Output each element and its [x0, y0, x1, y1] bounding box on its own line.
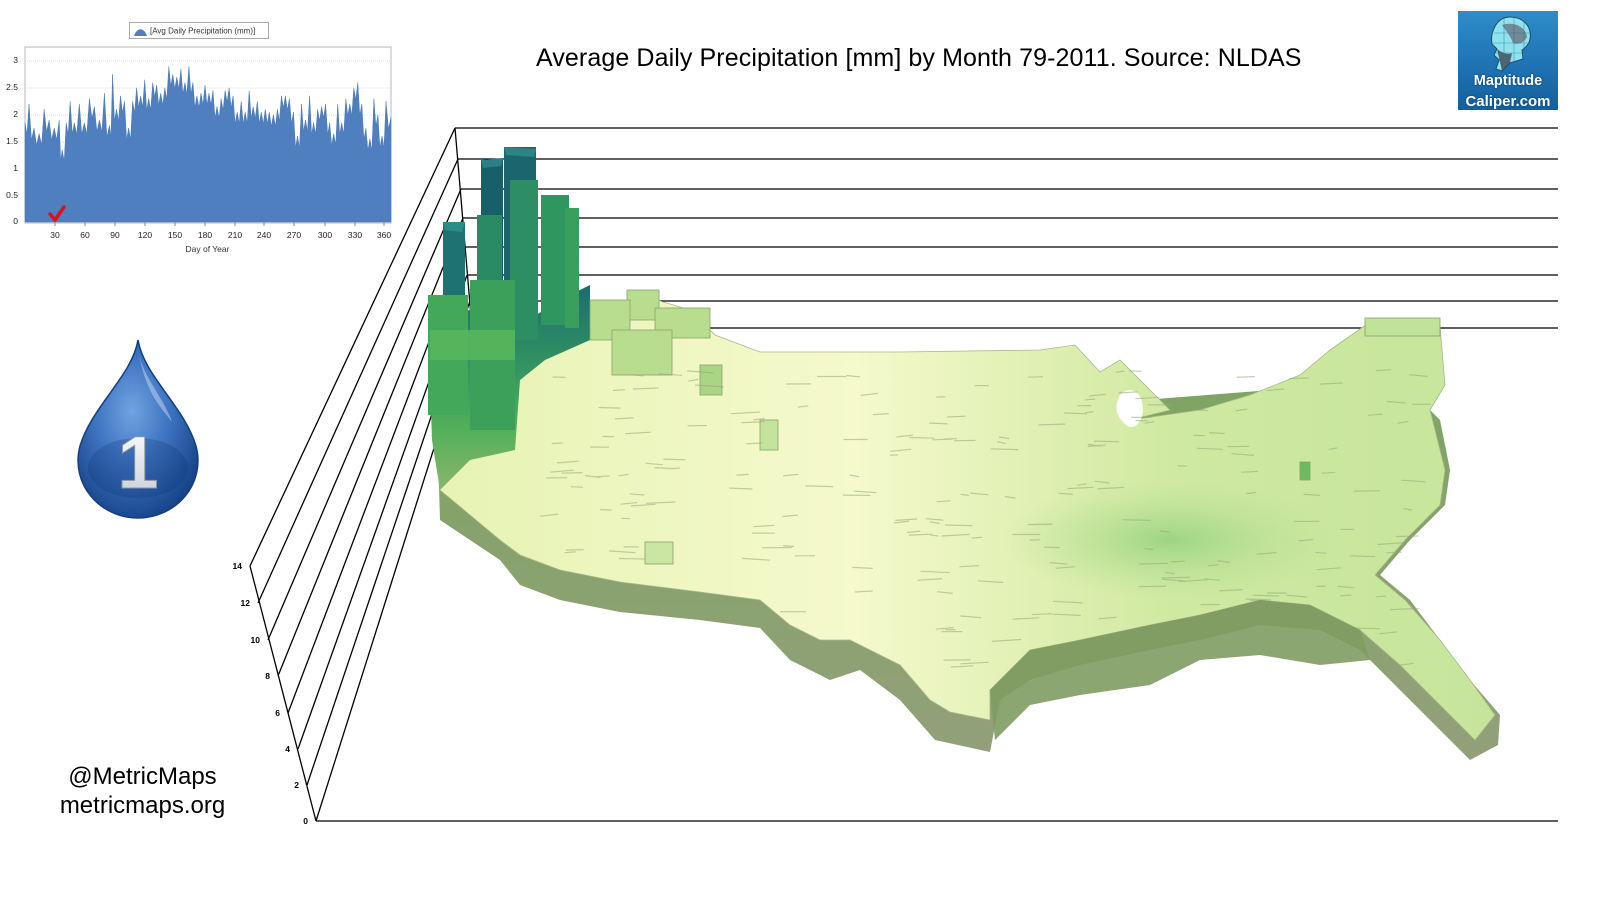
head-globe-icon: [1491, 16, 1531, 72]
mini-x-tick-label: 330: [347, 230, 363, 240]
mini-x-tick-label: 240: [256, 230, 272, 240]
land-top-surface: [429, 294, 1496, 741]
twitter-handle: @MetricMaps: [68, 763, 217, 790]
gulf-coast-wall: [990, 600, 1370, 740]
chart-title: Average Daily Precipitation [mm] by Mont…: [536, 44, 1302, 72]
southeast-wet-zone: [1000, 480, 1340, 600]
precip-area-series: [24, 66, 392, 223]
z-axis-tick-labels: 14 12 10 8 6 4 2 0: [233, 561, 309, 826]
z-tick-label: 14: [233, 561, 243, 571]
prism: [565, 208, 579, 328]
mini-area-chart: [24, 46, 392, 226]
mini-x-axis-title: Day of Year: [185, 244, 230, 254]
mini-y-tick-label: 3: [13, 55, 18, 65]
mini-chart-legend-label: [Avg Daily Precipitation (mm)]: [150, 26, 256, 36]
prism: [541, 195, 569, 325]
county-prism-edges: [540, 369, 1431, 668]
mini-y-tick-label: 2: [13, 109, 18, 119]
logo-text-maptitude: Maptitude: [1473, 73, 1543, 89]
mini-x-tick-label: 270: [286, 230, 302, 240]
z-tick-label: 6: [275, 708, 280, 718]
mini-x-tick-label: 90: [110, 230, 120, 240]
mini-x-tick-label: 360: [376, 230, 392, 240]
mini-x-tick-label: 180: [197, 230, 213, 240]
mini-y-tick-label: 0.5: [6, 190, 18, 200]
mini-y-tick-label: 0: [13, 216, 18, 226]
area-legend-icon: [134, 29, 147, 36]
mini-axis-ticks: [54, 222, 385, 226]
credit-block: @MetricMaps metricmaps.org: [40, 762, 245, 820]
z-tick-label: 4: [285, 744, 290, 754]
mini-x-tick-label: 120: [137, 230, 153, 240]
maptitude-logo: Maptitude Caliper.com: [1458, 11, 1558, 110]
prism: [430, 330, 515, 360]
mini-x-tick-label: 150: [167, 230, 183, 240]
interior-west-prisms: [589, 289, 1441, 565]
month-number: 1: [117, 421, 158, 504]
z-tick-label: 10: [251, 635, 261, 645]
current-day-checkmark-icon: [48, 205, 66, 222]
water-drop-icon: 1: [77, 339, 199, 519]
mini-x-tick-label: 210: [227, 230, 243, 240]
pacific-northwest-prisms: [428, 147, 590, 490]
logo-text-caliper: Caliper.com: [1465, 93, 1551, 110]
mini-x-tick-label: 30: [50, 230, 60, 240]
mini-x-tick-label: 300: [317, 230, 333, 240]
z-tick-label: 12: [241, 598, 251, 608]
z-tick-label: 2: [294, 780, 299, 790]
website-link[interactable]: metricmaps.org: [59, 792, 226, 819]
z-tick-label: 0: [303, 816, 308, 826]
mini-chart-legend: [Avg Daily Precipitation (mm)]: [129, 22, 269, 39]
mini-y-tick-label: 2.5: [6, 82, 18, 92]
mini-y-tick-label: 1.5: [6, 136, 18, 146]
z-tick-label: 8: [265, 671, 270, 681]
mini-y-tick-label: 1: [13, 163, 18, 173]
mini-x-tick-label: 60: [80, 230, 90, 240]
